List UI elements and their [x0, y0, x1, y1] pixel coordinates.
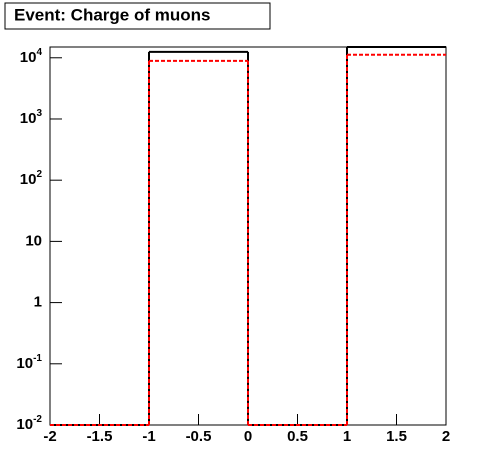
x-tick-label: 1.5	[386, 428, 407, 445]
x-tick-label: -1.5	[87, 428, 113, 445]
y-tick-base: 10	[20, 171, 37, 188]
y-tick-exponent: 4	[36, 46, 42, 57]
y-tick-base: 10	[20, 49, 37, 66]
title-box	[4, 2, 271, 30]
y-tick-label: 10-1	[16, 352, 42, 371]
x-tick-label: 2	[442, 428, 450, 445]
y-tick-label: 1	[34, 294, 42, 311]
y-tick-label: 10	[25, 232, 42, 249]
y-tick-exponent: -2	[33, 414, 42, 425]
y-tick-exponent: -1	[33, 352, 42, 363]
y-tick-base: 10	[16, 416, 33, 433]
x-tick-label: -2	[43, 428, 56, 445]
y-tick-label: 103	[20, 108, 43, 127]
y-tick-label: 102	[20, 169, 43, 188]
x-tick-label: 0.5	[287, 428, 308, 445]
y-tick-label: 104	[20, 46, 43, 65]
x-tick-label: 1	[343, 428, 351, 445]
x-tick-label: -0.5	[186, 428, 212, 445]
y-tick-base: 10	[20, 110, 37, 127]
x-tick-label: -1	[142, 428, 155, 445]
y-tick-exponent: 3	[36, 108, 42, 119]
y-tick-base: 10	[16, 355, 33, 372]
y-tick-label: 10-2	[16, 414, 42, 433]
y-tick-exponent: 2	[36, 169, 42, 180]
x-tick-label: 0	[244, 428, 252, 445]
chart-title: Event: Charge of muons	[14, 5, 210, 24]
